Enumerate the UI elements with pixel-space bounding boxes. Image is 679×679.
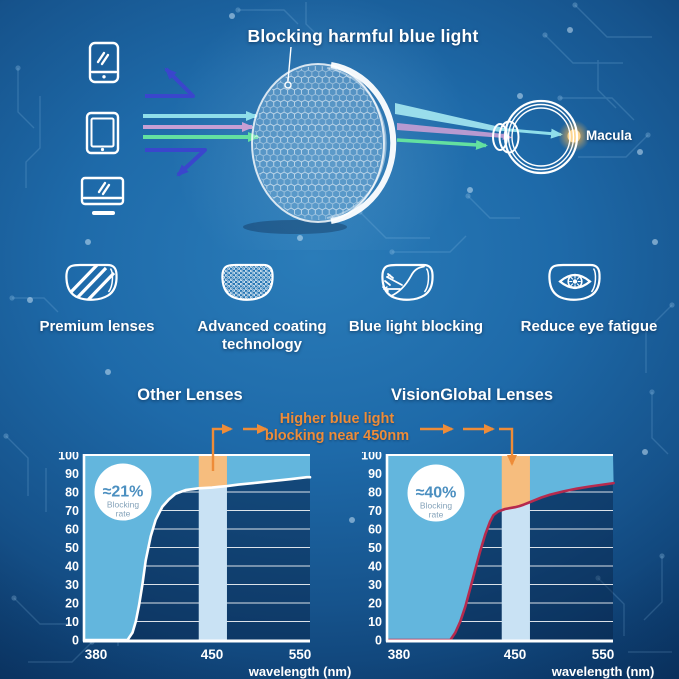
svg-text:rate: rate bbox=[429, 510, 444, 520]
tablet-icon bbox=[85, 111, 120, 155]
reflected-ray-arrows bbox=[145, 67, 207, 177]
svg-text:wavelength (nm): wavelength (nm) bbox=[551, 664, 655, 679]
svg-text:550: 550 bbox=[592, 647, 615, 662]
svg-text:80: 80 bbox=[65, 486, 79, 500]
svg-text:0: 0 bbox=[375, 634, 382, 648]
annotation-callout: Higher blue light blocking near 450nm bbox=[264, 411, 410, 444]
svg-text:≈21%: ≈21% bbox=[103, 484, 144, 501]
striped-lens-icon bbox=[65, 263, 118, 301]
hero-title: Blocking harmful blue light bbox=[247, 26, 479, 46]
svg-text:550: 550 bbox=[289, 647, 312, 662]
svg-text:70: 70 bbox=[368, 504, 382, 518]
svg-text:wavelength (nm): wavelength (nm) bbox=[248, 664, 352, 679]
svg-text:60: 60 bbox=[65, 523, 79, 537]
feature-label-blue-light-blocking: Blue light blocking bbox=[348, 318, 484, 335]
svg-text:20: 20 bbox=[368, 597, 382, 611]
svg-text:50: 50 bbox=[65, 541, 79, 555]
honeycomb-lens-icon bbox=[221, 263, 274, 301]
svg-text:450: 450 bbox=[201, 647, 224, 662]
honeycomb-coating-pattern bbox=[254, 66, 382, 220]
other-lenses-chart: ≈21%Blockingrate010203040506070809010038… bbox=[58, 452, 352, 679]
svg-text:100: 100 bbox=[361, 452, 382, 463]
svg-text:60: 60 bbox=[368, 523, 382, 537]
svg-text:20: 20 bbox=[65, 597, 79, 611]
visionglobal-lenses-title: VisionGlobal Lenses bbox=[391, 386, 553, 404]
svg-text:40: 40 bbox=[368, 560, 382, 574]
svg-text:0: 0 bbox=[72, 634, 79, 648]
cornea-outline bbox=[492, 123, 508, 151]
incident-ray-arrows bbox=[143, 111, 260, 142]
svg-text:70: 70 bbox=[65, 504, 79, 518]
svg-text:380: 380 bbox=[85, 647, 108, 662]
svg-text:30: 30 bbox=[368, 578, 382, 592]
svg-text:100: 100 bbox=[58, 452, 79, 463]
monitor-icon bbox=[80, 176, 125, 215]
coated-lens-graphic bbox=[243, 62, 397, 234]
visionglobal-lenses-chart: ≈40%Blockingrate010203040506070809010038… bbox=[361, 452, 655, 679]
svg-text:40: 40 bbox=[65, 560, 79, 574]
ray-blocking-lens-icon bbox=[381, 263, 434, 301]
svg-text:450: 450 bbox=[504, 647, 527, 662]
svg-text:90: 90 bbox=[65, 467, 79, 481]
svg-text:90: 90 bbox=[368, 467, 382, 481]
svg-text:380: 380 bbox=[388, 647, 411, 662]
svg-text:50: 50 bbox=[368, 541, 382, 555]
svg-text:80: 80 bbox=[368, 486, 382, 500]
smartphone-icon bbox=[88, 41, 120, 84]
svg-text:30: 30 bbox=[65, 578, 79, 592]
other-lenses-title: Other Lenses bbox=[137, 386, 243, 404]
transmitted-beams bbox=[395, 103, 563, 150]
svg-text:≈40%: ≈40% bbox=[416, 485, 457, 502]
svg-text:rate: rate bbox=[116, 509, 131, 519]
svg-text:10: 10 bbox=[65, 615, 79, 629]
macula-label: Macula bbox=[586, 128, 632, 143]
feature-label-premium-lenses: Premium lenses bbox=[39, 318, 155, 335]
eye-lens-icon bbox=[548, 263, 601, 301]
eye-diagram bbox=[492, 99, 590, 175]
feature-label-advanced-coating: Advanced coating technology bbox=[197, 318, 327, 353]
title-leader-line bbox=[284, 46, 292, 89]
svg-text:10: 10 bbox=[368, 615, 382, 629]
feature-label-reduce-eye-fatigue: Reduce eye fatigue bbox=[520, 318, 658, 335]
